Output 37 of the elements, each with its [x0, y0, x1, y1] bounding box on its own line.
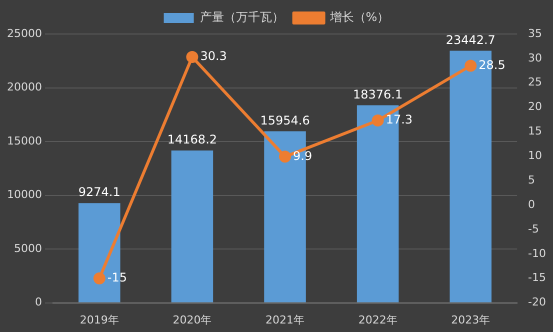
point	[93, 272, 106, 284]
y2-tick-label: 30	[528, 51, 542, 64]
point	[464, 60, 477, 72]
data-label: 23442.7	[446, 32, 496, 47]
y-tick-label: 20000	[6, 80, 42, 94]
point	[372, 114, 384, 127]
x-tick-label: 2023年	[451, 313, 490, 326]
point	[279, 150, 292, 163]
x-tick-label: 2021年	[266, 313, 305, 326]
data-label: 30.3	[200, 49, 227, 64]
x-tick-label: 2019年	[80, 313, 119, 326]
data-label: 9274.1	[78, 185, 120, 200]
y2-tick-label: -5	[528, 222, 540, 236]
x-tick-label: 2022年	[358, 313, 398, 326]
x-tick-label: 2020年	[172, 313, 212, 326]
y2-tick-label: 25	[528, 76, 542, 89]
bar	[171, 150, 214, 302]
y2-tick-label: -15	[528, 271, 546, 284]
legend-label: 产量（万千瓦）	[200, 10, 284, 24]
y-tick-label: 15000	[6, 134, 42, 148]
legend-label: 增长（%）	[328, 10, 390, 24]
y-tick-label: 5000	[14, 242, 42, 255]
y2-tick-label: 0	[528, 198, 536, 211]
y2-tick-label: 15	[528, 124, 542, 138]
y-tick-label: 25000	[6, 26, 42, 40]
point	[186, 50, 198, 63]
y-tick-label: 0	[34, 296, 42, 309]
data-label: 15954.6	[260, 113, 310, 128]
y2-tick-label: 20	[528, 100, 542, 114]
data-label: 18376.1	[353, 87, 403, 102]
y-tick-label: 10000	[6, 188, 42, 202]
y2-tick-label: -10	[528, 246, 546, 260]
y2-tick-label: 10	[528, 149, 542, 162]
y2-tick-label: -20	[528, 296, 546, 309]
data-label: 14168.2	[167, 132, 218, 147]
y2-tick-label: 35	[528, 26, 542, 40]
y2-tick-label: 5	[528, 173, 536, 186]
